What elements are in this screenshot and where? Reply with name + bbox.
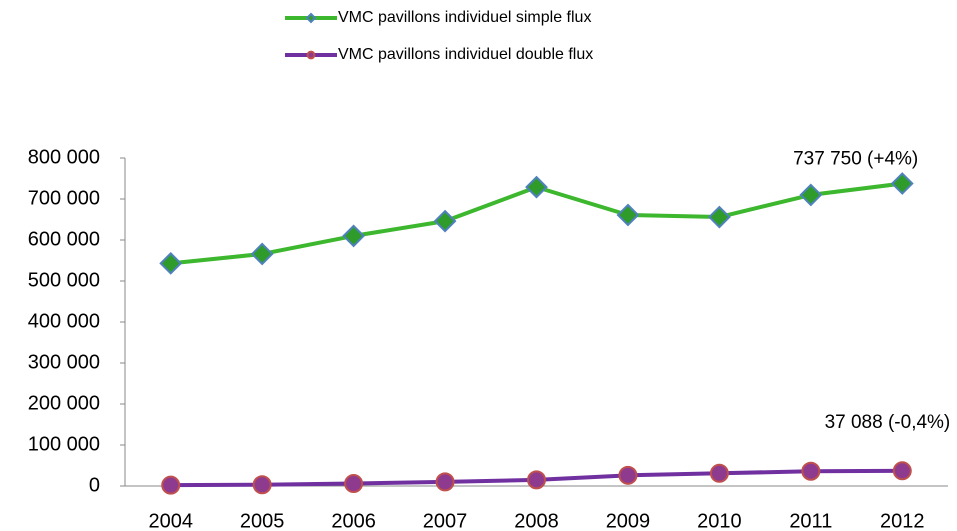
y-tick-label: 800 000 [28, 146, 100, 168]
legend-label: VMC pavillons individuel simple flux [338, 9, 591, 26]
y-tick-label: 700 000 [28, 187, 100, 209]
marker [252, 475, 272, 495]
x-tick-label: 2007 [423, 510, 468, 531]
x-tick-label: 2004 [148, 510, 193, 531]
value-label: 37 088 (-0,4%) [825, 412, 951, 433]
marker [527, 470, 546, 490]
x-tick-label: 2011 [789, 510, 832, 531]
marker [305, 12, 317, 24]
y-tick-label: 300 000 [28, 351, 100, 373]
marker [250, 242, 274, 266]
y-tick-label: 500 000 [28, 269, 100, 291]
marker [344, 474, 364, 494]
y-tick-label: 0 [89, 474, 100, 496]
y-tick-label: 400 000 [28, 310, 100, 332]
marker [707, 205, 731, 229]
marker [525, 175, 548, 199]
y-tick-label: 100 000 [28, 433, 100, 455]
value-label: 737 750 (+4%) [793, 149, 918, 170]
x-tick-label: 2008 [514, 510, 559, 531]
legend-label: VMC pavillons individuel double flux [338, 46, 593, 63]
marker [616, 203, 640, 227]
y-tick-label: 200 000 [28, 392, 100, 414]
marker [342, 224, 366, 248]
marker [161, 475, 181, 495]
marker [801, 461, 821, 481]
x-tick-label: 2010 [697, 510, 742, 531]
marker [618, 465, 638, 485]
x-tick-label: 2012 [880, 510, 925, 531]
x-tick-label: 2005 [240, 510, 285, 531]
x-tick-label: 2006 [331, 510, 376, 531]
marker [433, 209, 457, 233]
y-tick-label: 600 000 [28, 228, 100, 250]
marker [892, 461, 912, 481]
marker [306, 50, 316, 60]
marker [709, 463, 729, 483]
marker [159, 251, 183, 275]
marker [799, 183, 823, 207]
marker [890, 172, 914, 195]
marker [435, 472, 455, 492]
x-tick-label: 2009 [606, 510, 651, 531]
